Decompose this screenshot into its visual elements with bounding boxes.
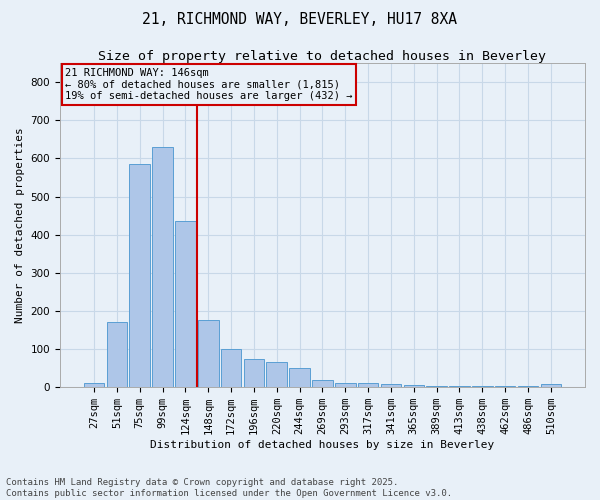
Bar (449, 386, 470, 387)
Bar (358, 384, 379, 387)
Bar (427, 386, 447, 387)
Bar (84, 382, 104, 387)
Bar (221, 349, 241, 387)
Text: Contains HM Land Registry data © Crown copyright and database right 2025.
Contai: Contains HM Land Registry data © Crown c… (6, 478, 452, 498)
Bar (518, 386, 538, 387)
Bar (244, 358, 264, 387)
Bar (495, 386, 515, 387)
Bar (472, 386, 493, 387)
Bar (404, 386, 424, 387)
Bar (198, 320, 218, 387)
Bar (107, 322, 127, 387)
Y-axis label: Number of detached properties: Number of detached properties (15, 127, 25, 323)
Title: Size of property relative to detached houses in Beverley: Size of property relative to detached ho… (98, 50, 547, 63)
Bar (130, 164, 150, 387)
Bar (152, 147, 173, 387)
Bar (312, 380, 333, 387)
Bar (175, 222, 196, 387)
X-axis label: Distribution of detached houses by size in Beverley: Distribution of detached houses by size … (151, 440, 494, 450)
Bar (266, 362, 287, 387)
Bar (380, 384, 401, 387)
Bar (335, 382, 356, 387)
Bar (289, 368, 310, 387)
Bar (541, 384, 561, 387)
Text: 21, RICHMOND WAY, BEVERLEY, HU17 8XA: 21, RICHMOND WAY, BEVERLEY, HU17 8XA (143, 12, 458, 28)
Text: 21 RICHMOND WAY: 146sqm
← 80% of detached houses are smaller (1,815)
19% of semi: 21 RICHMOND WAY: 146sqm ← 80% of detache… (65, 68, 353, 101)
